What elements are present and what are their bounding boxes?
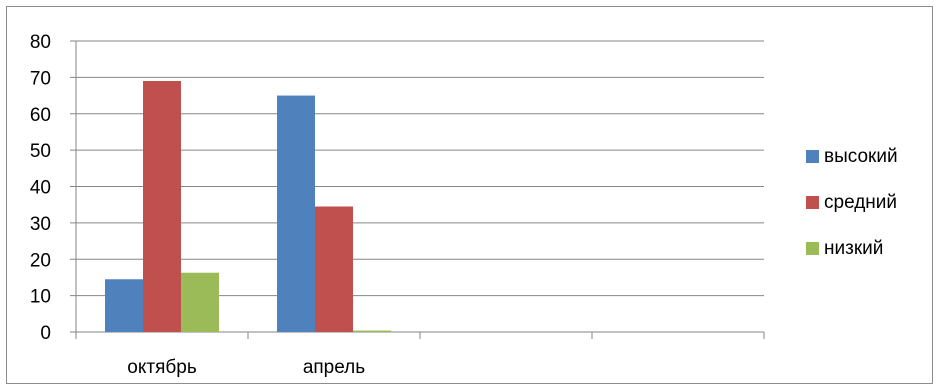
bar-средний-октябрь [143,81,181,332]
bar-высокий-октябрь [105,279,143,332]
bar-низкий-апрель [353,330,391,332]
legend-swatch [806,196,819,209]
y-tick-label: 20 [30,250,51,271]
y-axis-tick-labels: 0 10 20 30 40 50 60 70 80 [30,32,51,344]
y-tick-label: 60 [30,105,51,126]
legend-item: высокий [806,146,898,167]
x-tick-label: октябрь [127,357,197,378]
legend-item: средний [806,192,897,213]
legend-label: средний [824,192,897,213]
legend-label: высокий [824,146,898,167]
y-tick-label: 70 [30,68,51,89]
y-tick-label: 80 [30,32,51,53]
bar-средний-апрель [315,206,353,332]
bar-низкий-октябрь [181,272,219,332]
legend: высокий средний низкий [806,146,898,259]
y-tick-label: 30 [30,214,51,235]
bar-высокий-апрель [277,95,315,332]
x-axis-tick-labels: октябрь апрель [127,357,365,378]
bars [105,81,391,332]
legend-swatch [806,150,819,163]
y-tick-label: 10 [30,287,51,308]
legend-item: низкий [806,238,883,259]
y-tick-label: 50 [30,141,51,162]
y-tick-label: 0 [40,323,51,344]
legend-swatch [806,242,819,255]
legend-label: низкий [824,238,883,259]
x-tick-label: апрель [303,357,365,378]
y-tick-label: 40 [30,178,51,199]
